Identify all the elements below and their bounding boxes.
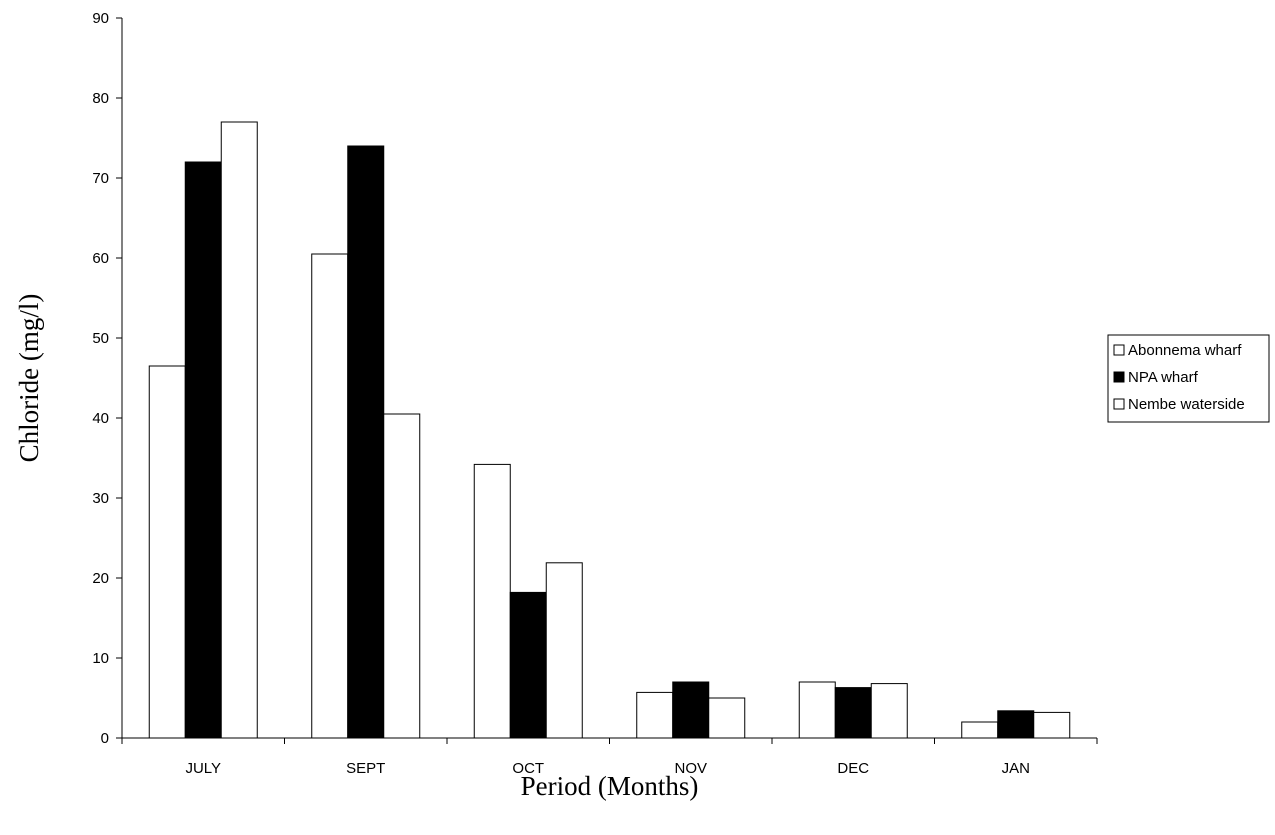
x-tick-label-july: JULY (185, 760, 221, 777)
x-axis-title: Period (Months) (521, 771, 699, 801)
bar-abonnema-wharf-oct (473, 463, 511, 739)
bar-abonnema-wharf-dec (798, 681, 836, 739)
bar-npa-wharf-jan (997, 710, 1035, 739)
legend-label-nembe-waterside: Nembe waterside (1128, 396, 1245, 413)
y-tick-label: 0 (101, 730, 109, 747)
x-tick-label-nov: NOV (674, 760, 707, 777)
x-axis-ticks: JULY SEPT OCT NOV DEC JAN (121, 738, 1098, 777)
bar-nembe-waterside-dec (870, 683, 908, 739)
bar-npa-wharf-sept (347, 145, 385, 739)
legend-swatch-npa-wharf (1113, 371, 1125, 383)
bars-layer (148, 121, 1071, 739)
y-tick-label: 80 (92, 90, 109, 107)
legend: Abonnema wharf NPA wharf Nembe waterside (1107, 334, 1270, 423)
y-axis-title: Chloride (mg/l) (14, 294, 44, 463)
x-tick-label-sept: SEPT (346, 760, 385, 777)
bar-abonnema-wharf-jan (961, 721, 999, 739)
y-tick-label: 70 (92, 170, 109, 187)
axes-layer (121, 18, 1097, 739)
bar-npa-wharf-july (184, 161, 222, 739)
bar-npa-wharf-oct (509, 591, 547, 739)
x-tick-label-oct: OCT (512, 760, 544, 777)
y-tick-label: 40 (92, 410, 109, 427)
y-tick-label: 60 (92, 250, 109, 267)
legend-label-abonnema-wharf: Abonnema wharf (1128, 342, 1242, 359)
y-tick-label: 50 (92, 330, 109, 347)
bar-abonnema-wharf-sept (311, 253, 349, 739)
y-tick-label: 90 (92, 10, 109, 27)
legend-box (1107, 334, 1270, 423)
x-tick-label-jan: JAN (1002, 760, 1030, 777)
y-tick-label: 10 (92, 650, 109, 667)
bar-nembe-waterside-july (220, 121, 258, 739)
bar-abonnema-wharf-july (148, 365, 186, 739)
bar-nembe-waterside-oct (545, 562, 583, 739)
bar-nembe-waterside-jan (1033, 711, 1071, 739)
bar-npa-wharf-nov (672, 681, 710, 739)
bar-npa-wharf-dec (834, 687, 872, 739)
y-tick-label: 30 (92, 490, 109, 507)
bar-abonnema-wharf-nov (636, 691, 674, 739)
bar-nembe-waterside-nov (708, 697, 746, 739)
x-tick-label-dec: DEC (837, 760, 869, 777)
legend-swatch-nembe-waterside (1113, 398, 1125, 410)
bar-nembe-waterside-sept (383, 413, 421, 739)
legend-swatch-abonnema-wharf (1113, 344, 1125, 356)
y-tick-label: 20 (92, 570, 109, 587)
y-axis-ticks: 0 10 20 30 40 50 60 70 80 90 (92, 10, 122, 747)
legend-label-npa-wharf: NPA wharf (1128, 369, 1199, 386)
